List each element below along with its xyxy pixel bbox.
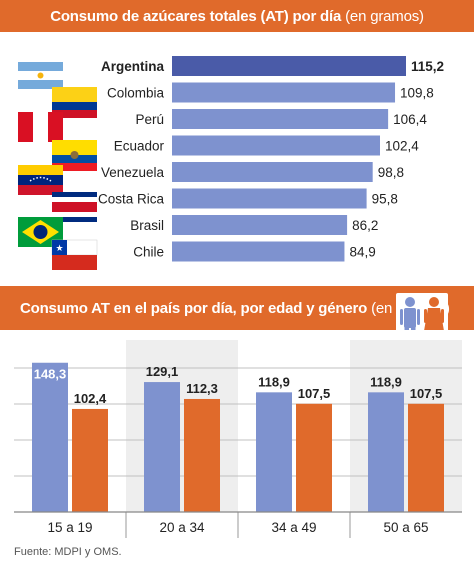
country-bar (172, 109, 389, 129)
country-bar (172, 162, 373, 182)
brasil-flag-icon (18, 217, 63, 247)
country-label: Argentina (101, 59, 164, 74)
svg-text:★: ★ (55, 243, 63, 253)
costa-rica-flag-icon (52, 192, 97, 222)
source-note: Fuente: MDPI y OMS. (14, 546, 122, 558)
age-group-label: 20 a 34 (159, 520, 205, 535)
chart2-title: Consumo AT en el país por día, por edad … (20, 299, 368, 317)
country-bar-chart: Argentina 115,2 Colombia 109,8 Perú 106,4 Ecua… (98, 56, 444, 262)
colombia-flag-icon (52, 87, 97, 118)
flags-group: ★ (18, 62, 98, 270)
male-bar (144, 382, 180, 512)
country-row: Venezuela 98,8 (101, 162, 404, 182)
country-label: Ecuador (114, 139, 165, 154)
chart2-title-banner: Consumo AT en el país por día, por edad … (0, 286, 474, 330)
female-value-label: 107,5 (298, 386, 331, 401)
country-bar (172, 135, 380, 156)
argentina-flag-icon (18, 62, 63, 89)
country-value-label: 98,8 (378, 165, 404, 180)
chart1-title-unit: (en gramos) (345, 7, 424, 25)
peru-flag-icon (18, 112, 63, 142)
male-bar (256, 392, 292, 512)
country-chart-panel: ★ Argentina 115,2 Colombia 109,8 Perú 106,4 Ec… (0, 32, 474, 286)
country-row: Colombia 109,8 (107, 82, 434, 103)
male-value-label: 129,1 (146, 364, 179, 379)
female-bar (72, 408, 108, 512)
group-shade (350, 340, 462, 512)
country-label: Chile (133, 245, 164, 260)
country-bar (172, 241, 345, 262)
female-value-label: 102,4 (74, 391, 107, 406)
country-bar (172, 82, 396, 103)
country-label: Perú (135, 112, 164, 127)
male-bar (368, 392, 404, 512)
male-value-label: 118,9 (258, 374, 290, 389)
country-row: Ecuador 102,4 (114, 135, 419, 156)
chile-flag-icon: ★ (51, 239, 98, 270)
country-bar (172, 56, 406, 76)
country-bar (172, 215, 348, 235)
country-value-label: 86,2 (352, 218, 378, 233)
ecuador-flag-icon (52, 140, 97, 171)
venezuela-flag-icon (18, 165, 63, 195)
country-value-label: 106,4 (393, 112, 427, 127)
male-value-label: 148,3 (34, 367, 67, 382)
chart1-title: Consumo de azúcares totales (AT) por día (50, 7, 342, 25)
country-row: Brasil 86,2 (130, 215, 378, 235)
country-row: Chile 84,9 (133, 241, 376, 262)
country-value-label: 84,9 (349, 245, 375, 260)
country-row: Costa Rica 95,8 (98, 188, 398, 209)
country-label: Brasil (130, 218, 164, 233)
country-value-label: 95,8 (372, 192, 398, 207)
age-gender-chart-panel: 148,3 102,4 15 a 19 129,1 112,3 20 a 34 118,9 1… (0, 330, 474, 565)
country-label: Colombia (107, 86, 165, 101)
female-bar (184, 398, 220, 512)
country-value-label: 102,4 (385, 139, 419, 154)
chart1-title-banner: Consumo de azúcares totales (AT) por día… (0, 0, 474, 32)
country-value-label: 115,2 (411, 59, 444, 74)
age-group-label: 34 a 49 (271, 520, 316, 535)
female-bar (296, 403, 332, 512)
age-gender-bar-chart: 148,3 102,4 15 a 19 129,1 112,3 20 a 34 118,9 1… (14, 340, 462, 538)
age-group-label: 15 a 19 (47, 520, 92, 535)
male-bar (32, 362, 68, 512)
female-value-label: 112,3 (186, 381, 218, 396)
female-value-label: 107,5 (410, 386, 443, 401)
age-group-label: 50 a 65 (383, 520, 428, 535)
group-shade (126, 340, 238, 512)
country-row: Argentina 115,2 (101, 56, 444, 76)
country-label: Venezuela (101, 165, 165, 180)
female-bar (408, 403, 444, 512)
country-bar (172, 188, 367, 209)
country-row: Perú 106,4 (135, 109, 427, 129)
country-label: Costa Rica (98, 192, 165, 207)
male-value-label: 118,9 (370, 374, 402, 389)
country-value-label: 109,8 (400, 86, 434, 101)
